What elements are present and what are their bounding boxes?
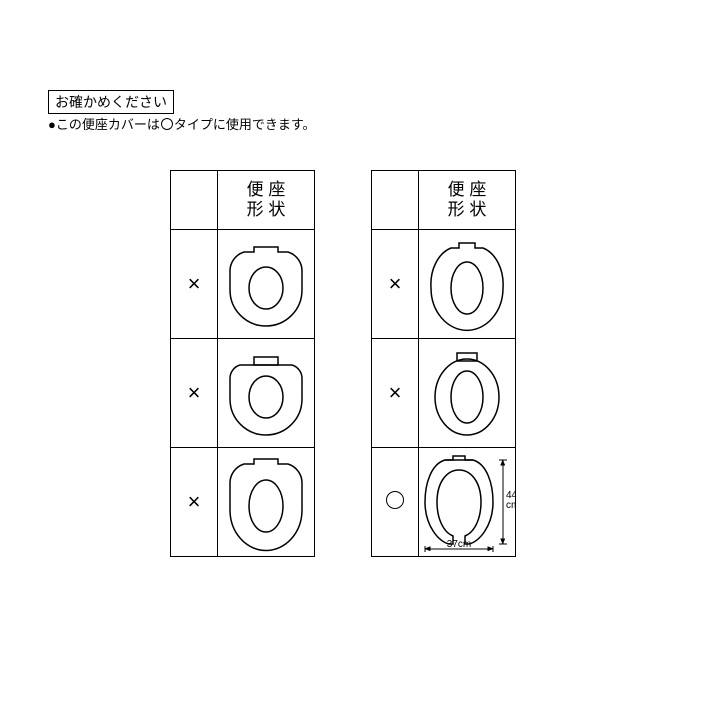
page: お確かめください ●この便座カバーはタイプに使用できます。 便 座 形 状 × [0, 0, 720, 720]
seat-round-tabs-icon [226, 238, 306, 330]
mark-cell: × [372, 339, 419, 448]
header-shape: 便 座 形 状 [419, 171, 516, 230]
table-row: × [171, 230, 315, 339]
seat-u-open-icon: 44 cm 37cm [419, 450, 515, 554]
table-row: × [171, 339, 315, 448]
table-header-row: 便 座 形 状 [171, 171, 315, 230]
table-header-row: 便 座 形 状 [372, 171, 516, 230]
shape-cell [218, 339, 315, 448]
table-row: × [372, 230, 516, 339]
table-row: × [171, 448, 315, 557]
header-line2: 形 状 [218, 200, 314, 220]
notice-label: お確かめください [55, 94, 167, 110]
dim-width: 37cm [447, 539, 471, 550]
shape-cell [218, 230, 315, 339]
seat-round-hinge-icon [226, 347, 306, 439]
subline-prefix: ●この便座カバーは [48, 117, 160, 132]
subline-suffix: タイプに使用できます。 [174, 117, 316, 132]
table-row: × [372, 339, 516, 448]
subline: ●この便座カバーはタイプに使用できます。 [48, 114, 316, 133]
shape-table-right: 便 座 形 状 × × [371, 170, 516, 557]
notice-label-box: お確かめください [48, 90, 174, 114]
shape-cell: 44 cm 37cm [419, 448, 516, 557]
mark-cell: × [171, 448, 218, 557]
header-line2: 形 状 [419, 200, 515, 220]
cross-icon: × [389, 271, 402, 296]
tables-container: 便 座 形 状 × × [170, 170, 516, 557]
table-row: 44 cm 37cm [372, 448, 516, 557]
seat-elong-tabs-icon [226, 452, 306, 552]
shape-table-left: 便 座 形 状 × × [170, 170, 315, 557]
mark-cell [372, 448, 419, 557]
header-mark [171, 171, 218, 230]
cross-icon: × [188, 380, 201, 405]
seat-oval-tabs-icon [427, 236, 507, 332]
circle-icon [161, 118, 173, 130]
mark-cell: × [372, 230, 419, 339]
mark-cell: × [171, 339, 218, 448]
circle-icon [386, 491, 404, 509]
header-line1: 便 座 [218, 180, 314, 200]
cross-icon: × [188, 271, 201, 296]
shape-cell [419, 230, 516, 339]
shape-cell [419, 339, 516, 448]
mark-cell: × [171, 230, 218, 339]
header-shape: 便 座 形 状 [218, 171, 315, 230]
header-line1: 便 座 [419, 180, 515, 200]
shape-cell [218, 448, 315, 557]
header-mark [372, 171, 419, 230]
cross-icon: × [188, 489, 201, 514]
dim-height-unit: cm [506, 500, 515, 511]
seat-oval-hinge-icon [427, 345, 507, 441]
cross-icon: × [389, 380, 402, 405]
